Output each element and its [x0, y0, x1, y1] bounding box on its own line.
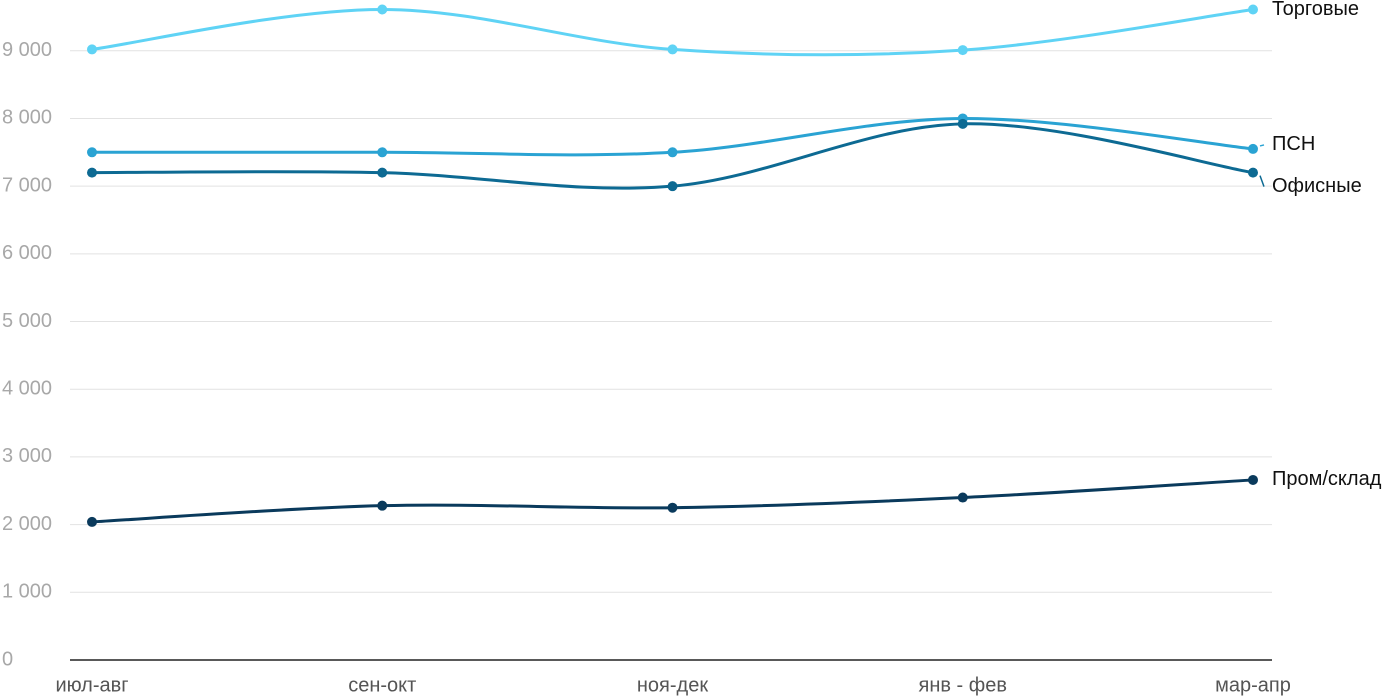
- y-tick-label: 1 000: [2, 581, 52, 603]
- data-point: [1248, 167, 1258, 178]
- y-tick-label: 4 000: [2, 378, 52, 400]
- data-point: [377, 167, 388, 178]
- data-point: [1248, 474, 1258, 485]
- x-tick-label: июл-авг: [55, 674, 128, 696]
- y-tick-label: 6 000: [2, 242, 52, 264]
- data-point: [667, 181, 678, 192]
- x-tick-label: янв - фев: [919, 674, 1007, 696]
- data-point: [87, 147, 97, 158]
- x-tick-label: ноя-дек: [637, 674, 708, 696]
- label-connector: [1259, 144, 1265, 147]
- series-label: Торговые: [1272, 0, 1359, 20]
- y-tick-label: 7 000: [2, 174, 52, 196]
- data-point: [87, 516, 97, 527]
- data-point: [377, 500, 388, 511]
- x-tick-label: сен-окт: [348, 674, 416, 696]
- data-point: [667, 502, 678, 513]
- x-tick-label: мар-апр: [1215, 674, 1291, 696]
- data-point: [87, 44, 97, 55]
- data-point: [957, 492, 968, 503]
- y-tick-label: 8 000: [2, 107, 52, 129]
- data-point: [667, 44, 678, 55]
- y-tick-label: 2 000: [2, 513, 52, 535]
- label-connector: [1259, 175, 1265, 187]
- series-label: Пром/склад: [1272, 468, 1382, 490]
- y-tick-label: 9 000: [2, 39, 52, 61]
- data-point: [377, 147, 388, 158]
- y-tick-label: 0: [2, 648, 13, 670]
- data-point: [667, 147, 678, 158]
- y-tick-label: 5 000: [2, 310, 52, 332]
- data-point: [1248, 4, 1258, 15]
- data-point: [957, 45, 968, 56]
- data-point: [957, 118, 968, 129]
- y-tick-label: 3 000: [2, 445, 52, 467]
- data-point: [1248, 143, 1258, 154]
- series-label: ПСН: [1272, 133, 1315, 155]
- series-line: [91, 478, 1254, 524]
- data-point: [377, 4, 388, 15]
- series-label: Офисные: [1272, 175, 1362, 197]
- data-point: [87, 167, 97, 178]
